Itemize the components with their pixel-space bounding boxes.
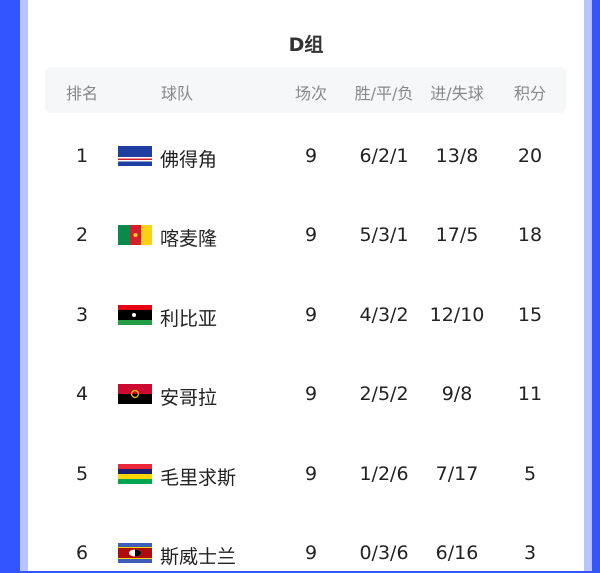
team-name[interactable]: 佛得角: [160, 149, 218, 171]
rank: 3: [75, 303, 89, 326]
header-goals: 进/失球: [430, 84, 484, 103]
team-name[interactable]: 毛里求斯: [160, 466, 237, 489]
wdl: 5/3/1: [359, 224, 409, 247]
rank: 5: [75, 462, 89, 485]
table-row[interactable]: 3 利比亚 9 4/3/2 12/10 15: [28, 295, 584, 335]
points: 5: [523, 462, 537, 485]
goals: 7/17: [435, 462, 479, 485]
goals: 17/5: [435, 224, 479, 247]
points: 20: [517, 145, 543, 167]
played: 9: [304, 462, 318, 485]
right-border: [584, 0, 592, 571]
cape-verde-flag-icon: [118, 146, 152, 166]
goals: 6/16: [435, 542, 479, 564]
team-name[interactable]: 利比亚: [160, 307, 218, 330]
goals: 9/8: [441, 383, 473, 406]
played: 9: [304, 224, 318, 247]
goals: 12/10: [429, 303, 485, 326]
table-row[interactable]: 2 喀麦隆 9 5/3/1 17/5 18: [28, 215, 584, 255]
points: 18: [517, 224, 543, 247]
cameroon-flag-icon: [118, 225, 152, 246]
wdl: 1/2/6: [359, 462, 409, 485]
table-row[interactable]: 4 安哥拉 9 2/5/2 9/8 11: [28, 374, 584, 414]
header-played: 场次: [294, 84, 328, 103]
team-name[interactable]: 喀麦隆: [160, 228, 218, 251]
eswatini-flag-icon: [118, 543, 152, 563]
header-rank: 排名: [65, 84, 99, 103]
team-name[interactable]: 斯威士兰: [160, 546, 237, 568]
table-row[interactable]: 5 毛里求斯 9 1/2/6 7/17 5: [28, 454, 584, 494]
rank: 6: [75, 542, 89, 564]
rank: 4: [75, 383, 89, 406]
wdl: 2/5/2: [359, 383, 409, 406]
goals: 13/8: [435, 145, 479, 167]
played: 9: [304, 383, 318, 406]
mauritius-flag-icon: [118, 463, 152, 484]
header-points: 积分: [513, 84, 547, 103]
angola-flag-icon: [118, 384, 152, 405]
table-row[interactable]: 1 佛得角 9 6/2/1 13/8 20: [28, 136, 584, 176]
points: 11: [517, 383, 543, 406]
played: 9: [304, 145, 318, 167]
rank: 2: [75, 224, 89, 247]
header-team: 球队: [160, 84, 194, 103]
rank: 1: [75, 145, 89, 167]
wdl: 0/3/6: [359, 542, 409, 564]
table-row[interactable]: 6 斯威士兰 9 0/3/6 6/16 3: [28, 533, 584, 573]
points: 15: [517, 303, 543, 326]
libya-flag-icon: [118, 304, 152, 325]
header-wdl: 胜/平/负: [354, 84, 414, 103]
team-name[interactable]: 安哥拉: [160, 387, 218, 410]
played: 9: [304, 542, 318, 564]
left-border: [20, 0, 28, 571]
played: 9: [304, 303, 318, 326]
group-title: D组: [288, 34, 324, 56]
wdl: 6/2/1: [359, 145, 409, 167]
standings-card: D组 排名 球队 场次 胜/平/负 进/失球 积分 1 佛得角 9 6/2/1 …: [28, 0, 584, 571]
wdl: 4/3/2: [359, 303, 409, 326]
table-header: 排名 球队 场次 胜/平/负 进/失球 积分: [45, 67, 566, 113]
points: 3: [523, 542, 537, 564]
